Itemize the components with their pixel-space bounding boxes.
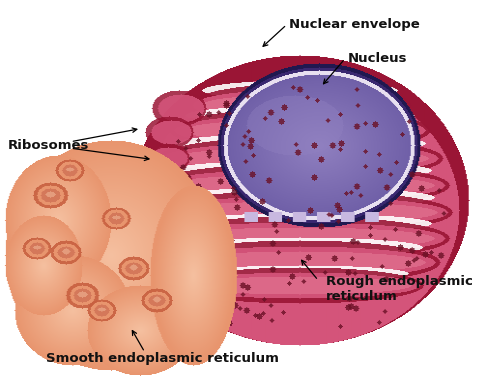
Text: Nuclear envelope: Nuclear envelope: [289, 18, 420, 31]
Text: Ribosomes: Ribosomes: [7, 139, 89, 152]
Text: Smooth endoplasmic reticulum: Smooth endoplasmic reticulum: [46, 352, 279, 365]
Text: Rough endoplasmic
reticulum: Rough endoplasmic reticulum: [326, 275, 473, 303]
Text: Nucleus: Nucleus: [347, 52, 407, 65]
